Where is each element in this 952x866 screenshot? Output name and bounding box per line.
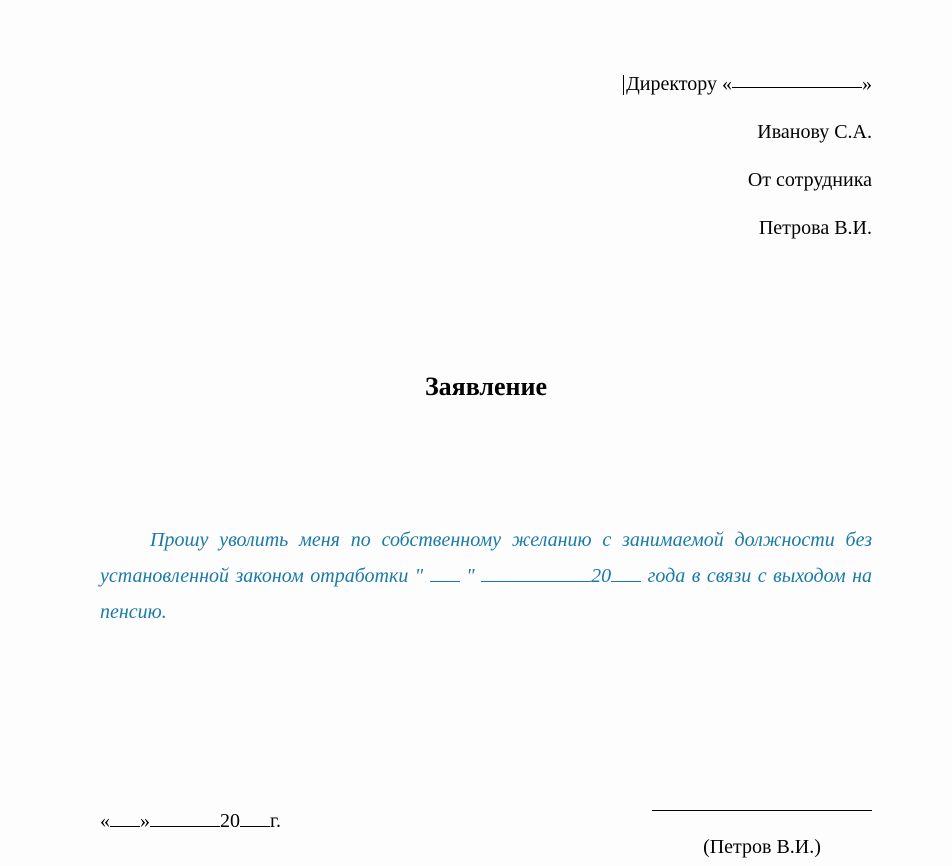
body-day-blank — [430, 581, 460, 582]
text-cursor-mark — [623, 75, 624, 95]
body-part2: " — [460, 565, 481, 587]
signature-line — [652, 810, 872, 811]
date-close-quote: » — [140, 810, 150, 833]
footer-year-prefix: 20 — [220, 810, 240, 833]
director-suffix: » — [862, 73, 872, 95]
director-prefix: Директору « — [626, 73, 732, 95]
recipient-header: Директору «» Иванову С.А. От сотрудника … — [100, 60, 872, 252]
footer-signature-block: (Петров В.И.) — [652, 810, 872, 859]
document-title: Заявление — [100, 372, 872, 402]
footer-year-blank — [240, 826, 270, 827]
footer-date-block: « » 20 г. — [100, 810, 281, 833]
body-year-prefix: 20 — [591, 565, 611, 587]
document-footer: « » 20 г. (Петров В.И.) — [100, 810, 872, 859]
footer-month-blank — [150, 826, 220, 827]
header-line-director: Директору « » — [100, 60, 872, 108]
body-year-blank — [611, 581, 641, 582]
footer-year-suffix: г. — [270, 810, 281, 833]
date-open-quote: « — [100, 810, 110, 833]
body-month-blank — [481, 581, 591, 582]
director-name-blank — [732, 87, 862, 88]
footer-day-blank — [110, 826, 140, 827]
header-line-recipient-name: Иванову С.А. — [100, 108, 872, 156]
application-body: Прошу уволить меня по собственному желан… — [100, 522, 872, 630]
header-line-applicant-name: Петрова В.И. — [100, 204, 872, 252]
header-line-from: От сотрудника — [100, 156, 872, 204]
signature-name: (Петров В.И.) — [652, 836, 872, 859]
